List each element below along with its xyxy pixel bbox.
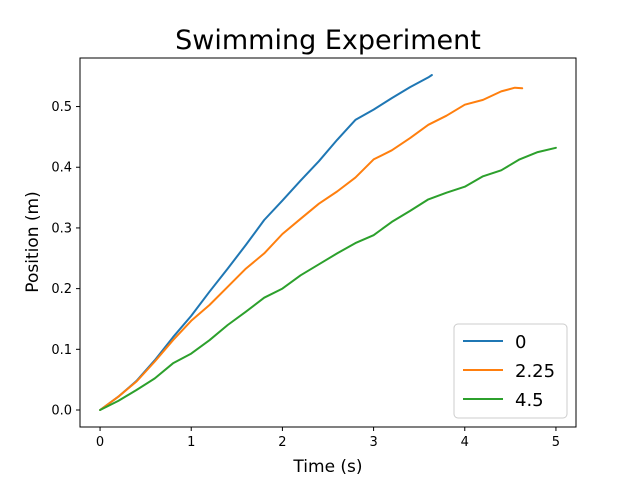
plot-layer (99, 74, 557, 411)
y-tick-label: 0.2 (51, 282, 72, 297)
ticks-layer: 0 1 2 3 4 5 0.0 0.1 0.2 0.3 0.4 0.5 (51, 100, 560, 450)
legend-label-2: 4.5 (515, 390, 544, 411)
legend-box (453, 323, 568, 419)
legend: 0 2.25 4.5 (453, 323, 568, 419)
x-tick-label: 4 (461, 435, 469, 450)
y-tick-label: 0.3 (51, 221, 72, 236)
chart-title: Swimming Experiment (175, 25, 481, 56)
x-tick-label: 2 (278, 435, 286, 450)
x-tick-label: 0 (96, 435, 104, 450)
y-tick-label: 0.0 (51, 404, 72, 419)
y-tick-label: 0.4 (51, 161, 72, 176)
series-line-2 (99, 146, 557, 411)
y-tick-label: 0.1 (51, 343, 72, 358)
y-tick-label: 0.5 (51, 100, 72, 115)
y-axis-label: Position (m) (23, 191, 43, 292)
legend-label-1: 2.25 (515, 361, 555, 382)
series-line-1 (99, 86, 524, 411)
series-line-0 (99, 74, 433, 411)
legend-label-0: 0 (515, 332, 526, 353)
x-tick-label: 5 (552, 435, 560, 450)
x-tick-label: 3 (369, 435, 377, 450)
x-tick-label: 1 (187, 435, 195, 450)
plot-frame (79, 57, 577, 428)
x-axis-label: Time (s) (292, 457, 362, 477)
